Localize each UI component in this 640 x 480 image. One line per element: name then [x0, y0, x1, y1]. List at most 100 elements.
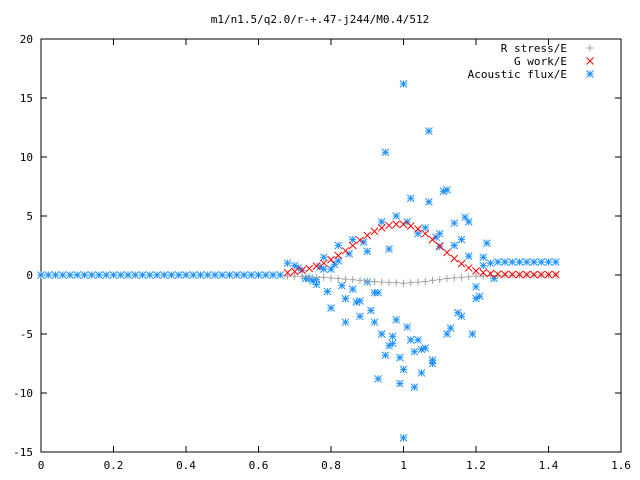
- data-point-acoustic-flux-e: [283, 259, 292, 268]
- x-tick-label: 0.2: [104, 459, 124, 472]
- data-point-acoustic-flux-e: [44, 271, 53, 279]
- x-tick-label: 0.6: [249, 459, 269, 472]
- data-point-acoustic-flux-e: [153, 271, 161, 279]
- data-point-acoustic-flux-e: [348, 285, 357, 294]
- data-point-acoustic-flux-e: [116, 271, 125, 279]
- data-point-r-stress-e: [443, 275, 451, 283]
- data-point-r-stress-e: [327, 274, 335, 282]
- data-point-g-work-e: [544, 270, 553, 279]
- data-point-g-work-e: [457, 259, 466, 268]
- data-point-g-work-e: [479, 268, 488, 277]
- data-point-acoustic-flux-e: [508, 258, 517, 266]
- data-point-g-work-e: [341, 246, 350, 255]
- data-point-acoustic-flux-e: [461, 213, 469, 222]
- data-point-acoustic-flux-e: [87, 271, 96, 279]
- data-point-acoustic-flux-e: [301, 274, 310, 283]
- data-point-acoustic-flux-e: [370, 318, 379, 327]
- data-point-g-work-e: [406, 222, 415, 230]
- data-point-acoustic-flux-e: [406, 194, 415, 203]
- data-point-acoustic-flux-e: [381, 351, 390, 360]
- data-point-g-work-e: [508, 270, 517, 279]
- data-point-g-work-e: [348, 241, 357, 250]
- data-point-g-work-e: [443, 248, 451, 257]
- data-point-acoustic-flux-e: [341, 294, 350, 303]
- data-point-g-work-e: [370, 227, 379, 236]
- y-tick-label: 15: [20, 92, 33, 105]
- data-point-r-stress-e: [450, 274, 458, 282]
- data-point-acoustic-flux-e: [334, 241, 343, 250]
- data-point-g-work-e: [327, 255, 335, 264]
- data-point-acoustic-flux-e: [403, 218, 411, 226]
- data-point-acoustic-flux-e: [472, 282, 480, 291]
- data-point-acoustic-flux-e: [417, 345, 426, 354]
- data-point-r-stress-e: [385, 279, 393, 287]
- data-point-acoustic-flux-e: [475, 292, 484, 301]
- data-point-acoustic-flux-e: [392, 315, 401, 324]
- data-point-g-work-e: [450, 254, 459, 263]
- data-point-acoustic-flux-e: [450, 241, 459, 250]
- data-point-acoustic-flux-e: [388, 332, 397, 341]
- data-point-acoustic-flux-e: [464, 218, 473, 226]
- data-point-acoustic-flux-e: [385, 341, 393, 350]
- data-point-r-stress-e: [414, 278, 422, 286]
- data-point-acoustic-flux-e: [276, 271, 285, 279]
- data-point-acoustic-flux-e: [537, 258, 546, 266]
- data-point-acoustic-flux-e: [80, 271, 89, 279]
- y-tick-label: -15: [13, 446, 33, 459]
- data-point-g-work-e: [392, 220, 401, 229]
- data-point-acoustic-flux-e: [443, 330, 451, 338]
- data-point-r-stress-e: [291, 272, 299, 280]
- y-tick-label: -5: [20, 328, 33, 341]
- data-point-r-stress-e: [349, 276, 357, 284]
- data-point-acoustic-flux-e: [51, 271, 60, 279]
- data-point-r-stress-e: [421, 277, 429, 285]
- legend-label: G work/E: [514, 55, 567, 68]
- data-point-acoustic-flux-e: [319, 265, 328, 273]
- x-tick-label: 0: [38, 459, 45, 472]
- data-point-acoustic-flux-e: [352, 298, 361, 306]
- data-point-g-work-e: [537, 270, 546, 279]
- legend-marker: [586, 57, 594, 65]
- data-point-acoustic-flux-e: [396, 379, 404, 388]
- data-point-acoustic-flux-e: [388, 339, 397, 348]
- data-point-acoustic-flux-e: [551, 258, 560, 266]
- data-point-acoustic-flux-e: [367, 306, 375, 315]
- data-point-r-stress-e: [356, 276, 364, 284]
- y-tick-label: 10: [20, 151, 33, 164]
- data-point-acoustic-flux-e: [377, 330, 386, 338]
- data-point-acoustic-flux-e: [396, 353, 404, 362]
- data-point-r-stress-e: [407, 279, 415, 287]
- data-point-acoustic-flux-e: [356, 297, 364, 305]
- data-point-g-work-e: [486, 269, 495, 278]
- data-point-acoustic-flux-e: [374, 288, 382, 297]
- data-point-g-work-e: [435, 242, 444, 250]
- data-point-acoustic-flux-e: [269, 271, 277, 279]
- data-point-acoustic-flux-e: [410, 383, 419, 391]
- data-point-g-work-e: [283, 268, 292, 277]
- data-point-acoustic-flux-e: [464, 252, 473, 260]
- data-point-acoustic-flux-e: [450, 219, 459, 227]
- data-point-g-work-e: [334, 251, 343, 260]
- data-point-acoustic-flux-e: [410, 347, 419, 356]
- data-point-g-work-e: [312, 262, 321, 271]
- data-point-acoustic-flux-e: [479, 261, 488, 270]
- data-point-acoustic-flux-e: [443, 186, 451, 194]
- y-axis: -15 -10 -5 0 5 10 15 20: [13, 33, 621, 459]
- data-point-acoustic-flux-e: [338, 281, 346, 290]
- data-point-g-work-e: [363, 231, 372, 240]
- data-point-acoustic-flux-e: [218, 271, 227, 279]
- data-point-g-work-e: [414, 225, 422, 233]
- y-tick-label: -10: [13, 387, 33, 400]
- data-point-r-stress-e: [436, 276, 444, 284]
- data-point-r-stress-e: [334, 275, 342, 283]
- data-point-g-work-e: [493, 270, 502, 278]
- y-tick-label: 20: [20, 33, 33, 46]
- y-tick-label: 0: [26, 269, 33, 282]
- data-point-acoustic-flux-e: [327, 265, 335, 273]
- data-point-acoustic-flux-e: [225, 271, 234, 279]
- data-point-acoustic-flux-e: [323, 287, 332, 296]
- data-point-acoustic-flux-e: [417, 369, 426, 377]
- data-point-g-work-e: [385, 221, 393, 230]
- data-point-acoustic-flux-e: [66, 271, 74, 279]
- data-point-acoustic-flux-e: [544, 258, 553, 266]
